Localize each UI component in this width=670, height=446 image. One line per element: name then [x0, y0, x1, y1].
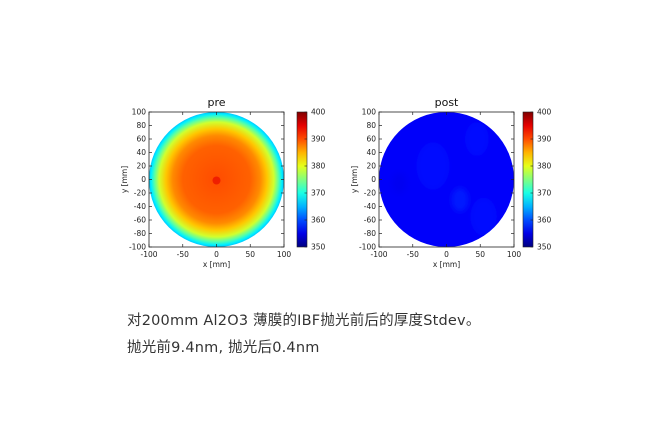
- caption-line-1: 对200mm Al2O3 薄膜的IBF抛光前后的厚度Stdev。: [127, 313, 481, 329]
- y-tick-label: 0: [141, 175, 146, 184]
- x-axis-label: x [mm]: [203, 260, 230, 269]
- y-tick-label: -100: [359, 243, 376, 252]
- y-axis-label: y [mm]: [350, 166, 359, 193]
- y-tick-label: 100: [132, 108, 147, 117]
- y-tick-label: -100: [129, 243, 146, 252]
- x-tick-label: 0: [444, 250, 449, 259]
- wafer-patch: [470, 197, 497, 236]
- y-tick-label: 40: [136, 148, 146, 157]
- colorbar-tick-label: 350: [311, 243, 326, 252]
- colorbar: [296, 111, 308, 248]
- x-tick-label: 50: [475, 250, 485, 259]
- figure: pre -100 -50 0 50 100 100 80 60 40 20 0 -20 -40 -60 -80…: [120, 96, 552, 269]
- y-tick-label: 20: [366, 162, 376, 171]
- x-tick-label: 100: [277, 250, 292, 259]
- colorbar-tick-label: 370: [537, 189, 552, 198]
- colorbar-tick-label: 360: [537, 216, 552, 225]
- colorbar-tick-label: 360: [311, 216, 326, 225]
- colorbar-tick-label: 400: [537, 108, 552, 117]
- chart-title: post: [435, 96, 459, 109]
- y-tick-label: -80: [134, 229, 146, 238]
- y-tick-label: 0: [371, 175, 376, 184]
- y-tick-label: 20: [136, 162, 146, 171]
- y-tick-label: -60: [364, 216, 376, 225]
- y-tick-label: -40: [134, 202, 146, 211]
- x-tick-label: -100: [370, 250, 387, 259]
- y-tick-label: 60: [366, 135, 376, 144]
- x-axis-label: x [mm]: [433, 260, 460, 269]
- y-tick-label: -20: [364, 189, 376, 198]
- wafer-patch: [392, 172, 407, 193]
- colorbar-tick-label: 380: [311, 162, 326, 171]
- x-tick-label: -50: [177, 250, 189, 259]
- caption-line-2: 抛光前9.4nm, 抛光后0.4nm: [127, 340, 320, 356]
- y-tick-label: 80: [136, 121, 146, 130]
- wafer-center-spot: [212, 176, 221, 185]
- colorbar: [522, 111, 534, 248]
- wafer-patch: [451, 187, 469, 212]
- y-tick-label: 40: [366, 148, 376, 157]
- colorbar-tick-label: 370: [311, 189, 326, 198]
- y-tick-label: 80: [366, 121, 376, 130]
- colorbar-tick-label: 400: [311, 108, 326, 117]
- x-tick-label: 50: [245, 250, 255, 259]
- chart-title: pre: [207, 96, 225, 109]
- wafer-patch: [416, 142, 450, 190]
- y-tick-label: 100: [362, 108, 377, 117]
- y-axis-label: y [mm]: [120, 166, 129, 193]
- y-tick-label: -40: [364, 202, 376, 211]
- y-tick-label: 60: [136, 135, 146, 144]
- wafer-patch: [465, 122, 489, 156]
- colorbar-tick-label: 350: [537, 243, 552, 252]
- wafer-patches: [392, 122, 497, 236]
- x-tick-label: 0: [214, 250, 219, 259]
- colorbar-tick-label: 390: [537, 135, 552, 144]
- colorbar-tick-label: 380: [537, 162, 552, 171]
- y-tick-label: -80: [364, 229, 376, 238]
- x-tick-label: 100: [507, 250, 522, 259]
- x-tick-label: -100: [140, 250, 157, 259]
- colorbar-tick-label: 390: [311, 135, 326, 144]
- y-tick-label: -60: [134, 216, 146, 225]
- y-tick-label: -20: [134, 189, 146, 198]
- x-tick-label: -50: [407, 250, 419, 259]
